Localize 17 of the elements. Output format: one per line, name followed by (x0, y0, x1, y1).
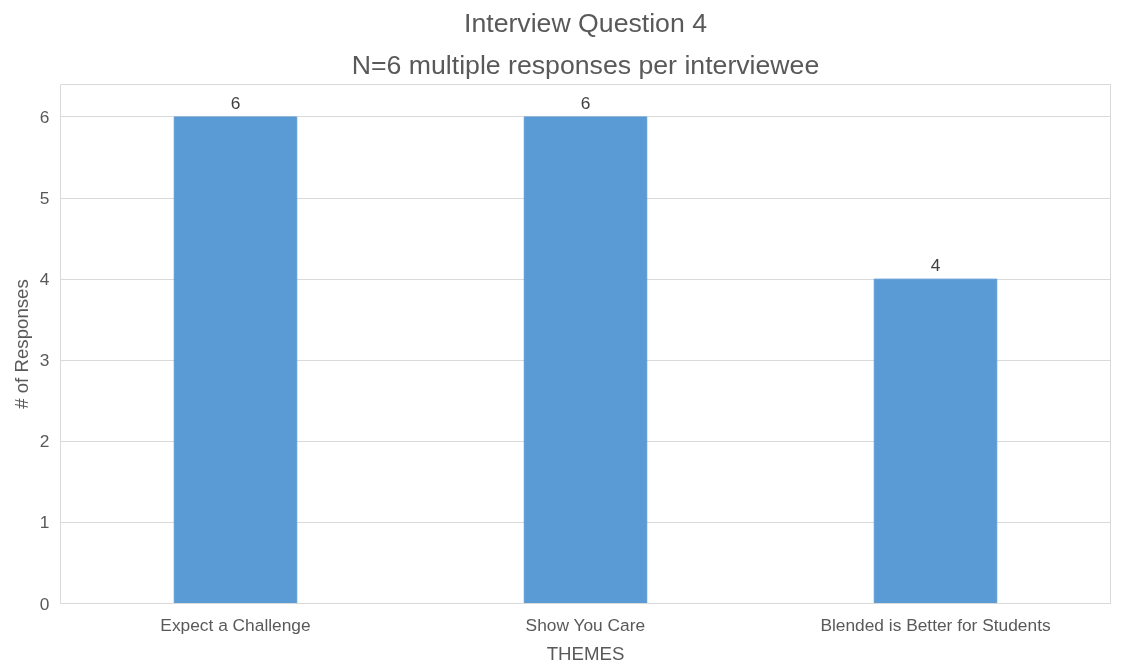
data-label: 6 (580, 92, 591, 113)
chart-title: Interview Question 4 (464, 7, 708, 38)
y-tick-label: 1 (39, 512, 50, 533)
data-label: 4 (930, 255, 941, 276)
x-tick-label: Expect a Challenge (160, 614, 311, 635)
y-tick-label: 4 (39, 269, 50, 290)
y-tick-label: 5 (39, 188, 50, 209)
y-tick-label: 0 (39, 593, 50, 614)
y-tick-label: 2 (39, 431, 50, 452)
x-axis-title: THEMES (546, 642, 625, 664)
x-tick-label: Show You Care (525, 614, 646, 635)
y-axis-title: # of Responses (10, 279, 32, 409)
y-tick-label: 6 (39, 106, 50, 127)
y-tick-label: 3 (39, 350, 50, 371)
x-tick-label: Blended is Better for Students (820, 614, 1051, 635)
data-label: 6 (230, 92, 241, 113)
chart-subtitle: N=6 multiple responses per interviewee (351, 49, 820, 80)
